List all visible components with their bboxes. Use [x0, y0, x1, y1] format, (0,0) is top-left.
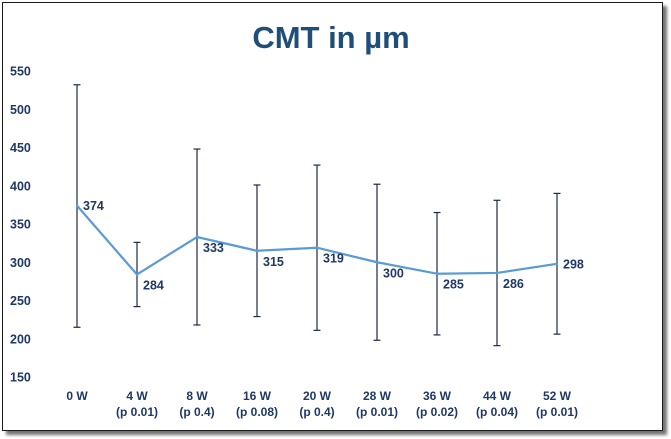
- chart-title: CMT in µm: [252, 20, 409, 55]
- x-axis-ticks: 0 W 4 W (p 0.01) 8 W (p 0.4) 16 W (p 0.08) 20 W…: [66, 389, 578, 419]
- x-tick-label-2: 8 W: [186, 389, 208, 403]
- x-tick-label-5: 28 W: [363, 389, 392, 403]
- y-tick-label-200: 200: [10, 332, 31, 346]
- x-tick-label-6: 36 W: [423, 389, 452, 403]
- data-label-3: 315: [263, 255, 284, 269]
- series-line-group: [75, 204, 559, 276]
- x-tick-label-7-sub: (p 0.04): [476, 405, 518, 419]
- x-tick-label-5-sub: (p 0.01): [356, 405, 398, 419]
- data-point-5: [375, 261, 379, 264]
- data-point-4: [315, 246, 319, 249]
- y-tick-label-350: 350: [10, 218, 31, 232]
- x-tick-label-8: 52 W: [543, 389, 572, 403]
- x-tick-label-3: 16 W: [243, 389, 272, 403]
- data-label-0: 374: [83, 199, 104, 213]
- data-label-6: 285: [443, 278, 464, 292]
- y-tick-label-500: 500: [10, 103, 31, 117]
- y-axis-ticks: 150 200 250 300 350 400 450 500 550: [10, 65, 31, 385]
- y-tick-label-250: 250: [10, 294, 31, 308]
- data-label-7: 286: [503, 277, 524, 291]
- y-tick-label-550: 550: [10, 65, 31, 79]
- data-point-6: [435, 272, 439, 275]
- y-tick-label-450: 450: [10, 141, 31, 155]
- y-tick-label-400: 400: [10, 179, 31, 193]
- x-tick-label-8-sub: (p 0.01): [536, 405, 578, 419]
- y-tick-label-150: 150: [10, 371, 31, 385]
- data-label-8: 298: [563, 257, 584, 271]
- x-tick-label-1: 4 W: [126, 389, 148, 403]
- data-point-7: [495, 271, 499, 275]
- chart-frame: [2, 2, 663, 431]
- data-point-2: [195, 235, 199, 239]
- data-label-4: 319: [323, 252, 344, 266]
- x-tick-label-4-sub: (p 0.4): [299, 405, 334, 419]
- x-tick-label-0: 0 W: [66, 389, 88, 403]
- y-tick-label-300: 300: [10, 256, 31, 270]
- data-label-1: 284: [143, 278, 164, 292]
- data-point-3: [255, 249, 259, 252]
- x-tick-label-1-sub: (p 0.01): [116, 405, 158, 419]
- data-point-1: [135, 273, 139, 276]
- data-label-5: 300: [383, 266, 404, 280]
- x-tick-label-2-sub: (p 0.4): [179, 405, 214, 419]
- x-tick-label-4: 20 W: [303, 389, 332, 403]
- x-tick-label-6-sub: (p 0.02): [416, 405, 458, 419]
- data-labels: 374 284 333 315 319 300 285 286 298: [83, 199, 584, 292]
- data-label-2: 333: [203, 241, 224, 255]
- x-tick-label-7: 44 W: [483, 389, 512, 403]
- error-bars: [73, 84, 561, 347]
- data-point-0: [75, 204, 79, 207]
- x-tick-label-3-sub: (p 0.08): [236, 405, 278, 419]
- data-point-8: [555, 262, 559, 265]
